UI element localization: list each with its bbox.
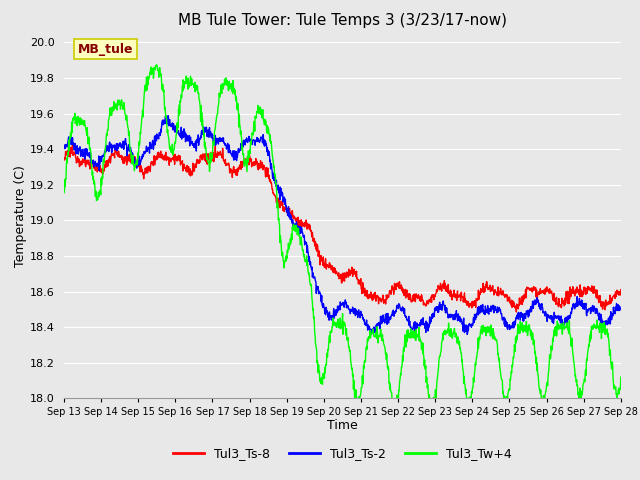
Line: Tul3_Ts-8: Tul3_Ts-8 [64, 144, 621, 312]
Tul3_Ts-2 [164, 113, 172, 119]
Tul3_Ts-2 [246, 136, 254, 142]
Tul3_Ts-2 [171, 123, 179, 129]
Tul3_Tw+4 [552, 332, 559, 337]
Tul3_Ts-8 [60, 157, 68, 163]
Tul3_Ts-8 [171, 161, 179, 167]
Tul3_Ts-2 [463, 332, 471, 337]
Line: Tul3_Ts-2: Tul3_Ts-2 [64, 116, 621, 335]
Tul3_Tw+4 [246, 139, 254, 144]
Tul3_Ts-8 [617, 287, 625, 292]
Tul3_Ts-2 [184, 138, 192, 144]
Tul3_Ts-2 [429, 311, 437, 316]
Text: MB_tule: MB_tule [78, 43, 133, 56]
Line: Tul3_Tw+4: Tul3_Tw+4 [64, 65, 621, 411]
Tul3_Ts-8 [552, 295, 559, 301]
X-axis label: Time: Time [327, 419, 358, 432]
Tul3_Ts-8 [184, 168, 192, 173]
Tul3_Tw+4 [184, 75, 192, 81]
Tul3_Ts-2 [60, 145, 68, 151]
Tul3_Ts-8 [246, 158, 254, 164]
Legend: Tul3_Ts-8, Tul3_Ts-2, Tul3_Tw+4: Tul3_Ts-8, Tul3_Ts-2, Tul3_Tw+4 [168, 442, 517, 465]
Tul3_Tw+4 [502, 403, 510, 408]
Tul3_Ts-8 [502, 291, 509, 297]
Tul3_Tw+4 [60, 190, 68, 196]
Tul3_Ts-8 [68, 141, 76, 146]
Tul3_Ts-8 [513, 309, 520, 315]
Tul3_Tw+4 [617, 374, 625, 380]
Tul3_Ts-8 [429, 295, 437, 300]
Tul3_Tw+4 [152, 62, 160, 68]
Tul3_Ts-2 [502, 319, 510, 325]
Tul3_Ts-2 [552, 314, 559, 320]
Y-axis label: Temperature (C): Temperature (C) [14, 165, 28, 267]
Title: MB Tule Tower: Tule Temps 3 (3/23/17-now): MB Tule Tower: Tule Temps 3 (3/23/17-now… [178, 13, 507, 28]
Tul3_Tw+4 [171, 140, 179, 145]
Tul3_Ts-2 [617, 306, 625, 312]
Tul3_Tw+4 [429, 408, 437, 414]
Tul3_Tw+4 [429, 395, 437, 400]
